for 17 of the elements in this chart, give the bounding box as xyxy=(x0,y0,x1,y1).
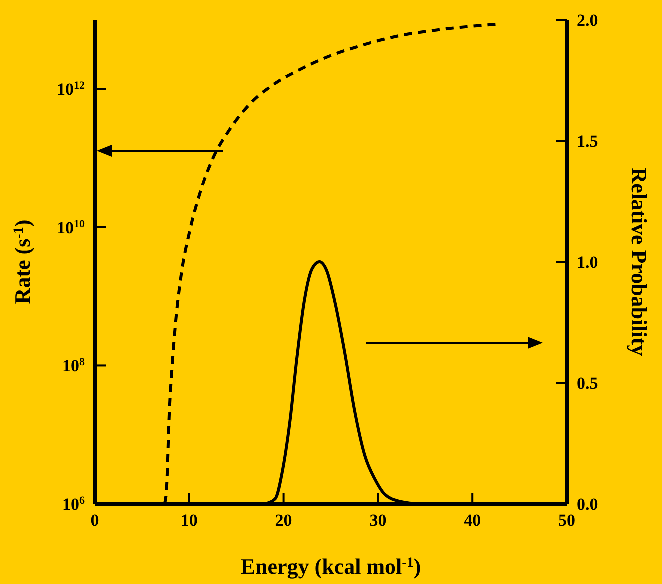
x-tick-label: 0 xyxy=(90,511,100,530)
y-tick-label: 10$^{12}$ xyxy=(57,80,86,100)
x-tick-label: 20 xyxy=(275,511,292,530)
y-tick-label: 10$^{10}$ xyxy=(57,218,86,238)
x-tick-label: 10 xyxy=(180,511,198,530)
y2-axis-title: Relative Probability xyxy=(627,168,652,356)
y2-tick-label: 2.0 xyxy=(577,11,598,30)
x-tick-label: 40 xyxy=(464,511,482,530)
y2-tick-label: 0.5 xyxy=(577,374,598,393)
y2-tick-label: 0.0 xyxy=(577,495,598,514)
y-tick-label: 10$^{6}$ xyxy=(62,495,86,514)
x-tick-label: 50 xyxy=(558,511,576,530)
x-tick-label: 30 xyxy=(370,511,387,530)
y2-tick-label: 1.0 xyxy=(577,253,598,272)
y2-tick-label: 1.5 xyxy=(577,132,598,151)
y-tick-label: 10$^{8}$ xyxy=(62,356,86,376)
x-axis-title: Energy (kcal mol$^{-1}$) xyxy=(240,554,422,579)
